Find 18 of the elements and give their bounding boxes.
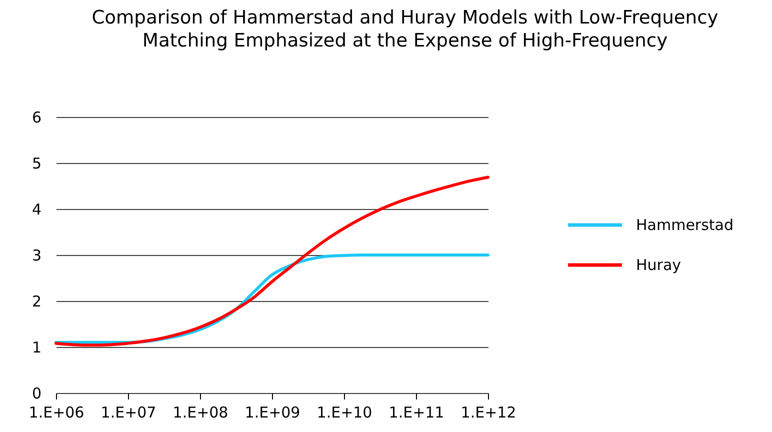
line-series: [54, 176, 490, 347]
y-tick-label: 6: [32, 108, 42, 126]
x-tick-label: 1.E+09: [244, 404, 300, 422]
y-tick-label: 1: [32, 338, 42, 356]
x-tick-label: 1.E+11: [388, 404, 444, 422]
y-tick-label: 0: [32, 384, 42, 402]
x-tick-label: 1.E+10: [316, 404, 372, 422]
x-tick-label: 1.E+07: [100, 404, 156, 422]
y-tick-label: 2: [32, 292, 42, 310]
legend-label: Huray: [636, 256, 682, 274]
y-tick-label: 3: [32, 246, 42, 264]
x-tick-label: 1.E+08: [172, 404, 228, 422]
legend-label: Hammerstad: [636, 216, 734, 234]
x-tick-label: 1.E+06: [28, 404, 84, 422]
chart-title: Comparison of Hammerstad and Huray Models with Low-Frequency Matching Emphasized at the Expense of High-Frequency: [92, 7, 718, 52]
y-tick-label: 5: [32, 154, 42, 172]
x-tick-label: 1.E+12: [460, 404, 516, 422]
y-tick-label: 4: [32, 200, 42, 218]
